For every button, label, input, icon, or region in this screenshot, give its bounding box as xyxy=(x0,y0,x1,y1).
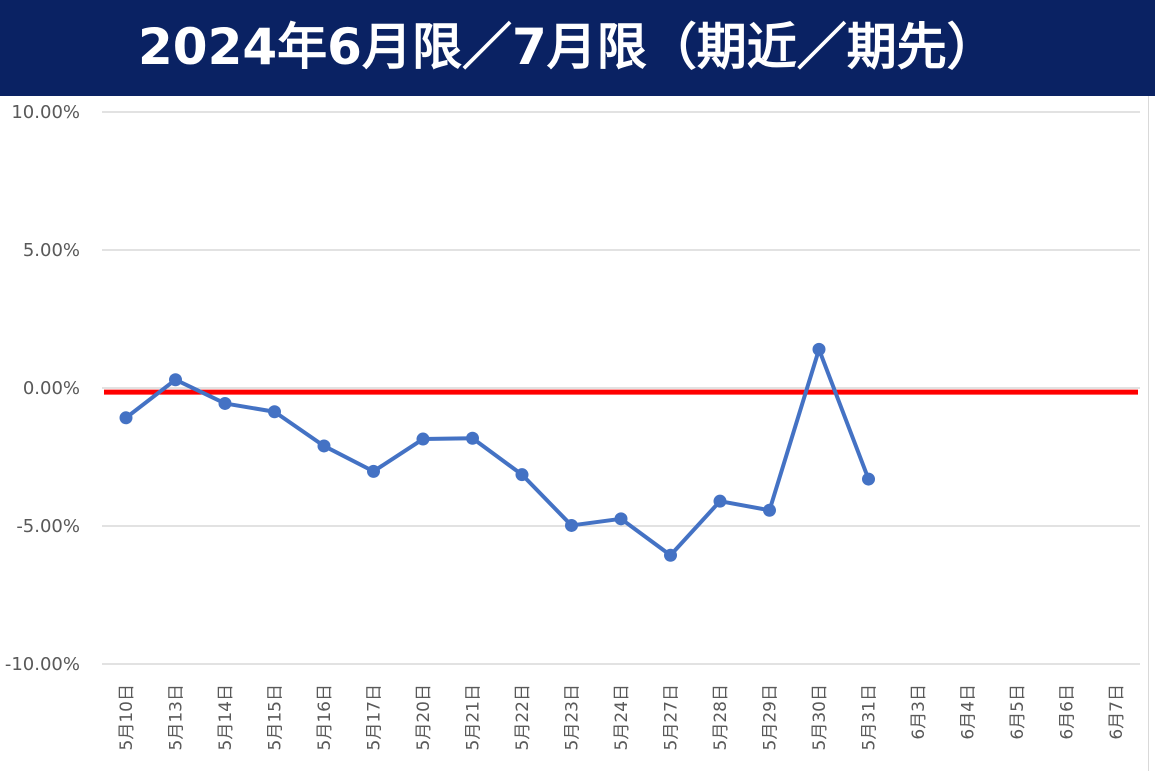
x-tick-label: 5月22日 xyxy=(513,684,533,750)
data-point xyxy=(565,518,578,532)
x-tick-label: 5月21日 xyxy=(464,684,484,750)
y-tick-label: -5.00% xyxy=(16,516,80,537)
x-tick-label: 6月5日 xyxy=(1008,684,1028,740)
data-point xyxy=(862,472,875,486)
x-tick-label: 6月6日 xyxy=(1058,684,1078,740)
x-tick-label: 5月29日 xyxy=(761,684,781,750)
chart-title: 2024年6月限／7月限（期近／期先） xyxy=(138,18,997,76)
x-tick-label: 5月31日 xyxy=(860,684,880,750)
data-point xyxy=(317,439,331,453)
series-layer xyxy=(119,342,875,562)
data-point xyxy=(218,396,232,410)
data-point xyxy=(515,468,529,482)
x-tick-label: 6月4日 xyxy=(959,684,979,740)
page-edge-divider xyxy=(1148,96,1149,771)
data-point xyxy=(763,503,776,517)
data-point xyxy=(119,411,133,425)
data-point xyxy=(416,432,430,446)
y-tick-label: -10.00% xyxy=(5,654,80,675)
data-point xyxy=(664,548,677,562)
data-point xyxy=(169,373,182,387)
data-point xyxy=(466,431,479,445)
y-tick-label: 5.00% xyxy=(23,240,80,261)
x-axis-tick-labels: 5月10日 5月13日 5月14日 5月15日 5月16日 5月17日 5月20日 5月21日… xyxy=(117,684,1127,750)
x-tick-label: 5月30日 xyxy=(810,684,830,750)
y-tick-label: 0.00% xyxy=(23,378,80,399)
data-point xyxy=(614,512,628,526)
x-tick-label: 6月7日 xyxy=(1107,684,1127,740)
x-tick-label: 5月14日 xyxy=(216,684,236,750)
x-tick-label: 5月27日 xyxy=(662,684,682,750)
x-tick-label: 5月23日 xyxy=(563,684,583,750)
x-tick-label: 5月16日 xyxy=(315,684,335,750)
x-tick-label: 5月15日 xyxy=(266,684,286,750)
series-line xyxy=(124,347,871,558)
x-tick-label: 5月24日 xyxy=(612,684,632,750)
data-point xyxy=(268,405,281,419)
x-tick-label: 6月3日 xyxy=(909,684,929,740)
data-point xyxy=(713,494,727,508)
title-bar: 2024年6月限／7月限（期近／期先） xyxy=(0,0,1155,96)
data-point xyxy=(367,464,380,478)
x-tick-label: 5月10日 xyxy=(117,684,137,750)
data-point xyxy=(812,342,826,356)
y-tick-label: 10.00% xyxy=(11,102,80,123)
y-axis-tick-labels: 10.00% 5.00% 0.00% -5.00% -10.00% xyxy=(5,102,80,675)
x-tick-label: 5月17日 xyxy=(365,684,385,750)
x-tick-label: 5月13日 xyxy=(167,684,187,750)
gridlines xyxy=(102,111,1140,665)
x-tick-label: 5月20日 xyxy=(414,684,434,750)
x-tick-label: 5月28日 xyxy=(711,684,731,750)
